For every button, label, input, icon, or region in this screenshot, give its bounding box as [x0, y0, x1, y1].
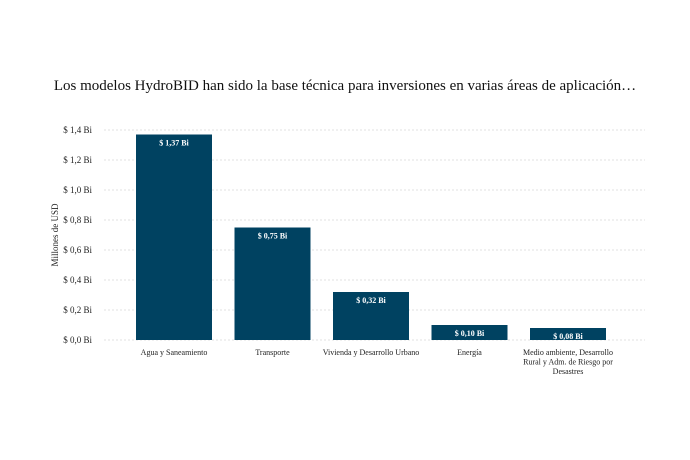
y-tick-label: $ 0,2 Bi [63, 305, 92, 315]
y-tick-label: $ 0,4 Bi [63, 275, 92, 285]
category-label: Agua y Saneamiento [141, 348, 208, 357]
y-tick-label: $ 1,4 Bi [63, 125, 92, 135]
category-label: Transporte [255, 348, 290, 357]
data-label: $ 0,08 Bi [553, 332, 583, 341]
category-label: Medio ambiente, Desarrollo [523, 348, 613, 357]
bars [136, 134, 606, 340]
bar [530, 328, 606, 340]
bar [431, 325, 508, 340]
data-label: $ 0,75 Bi [258, 232, 288, 241]
y-tick-label: $ 0,6 Bi [63, 245, 92, 255]
y-tick-label: $ 1,0 Bi [63, 185, 92, 195]
y-axis-label: Millones de USD [50, 203, 60, 267]
category-labels: Agua y Saneamiento Transporte Vivienda y D… [141, 348, 614, 376]
data-label: $ 1,37 Bi [159, 139, 189, 148]
bar [136, 134, 212, 340]
chart-title: Los modelos HydroBID han sido la base té… [53, 78, 637, 94]
data-labels: $ 1,37 Bi $ 0,75 Bi $ 0,32 Bi $ 0,10 Bi $ 0,… [159, 139, 583, 342]
data-label: $ 0,10 Bi [455, 329, 485, 338]
bar [333, 292, 409, 340]
category-label: Rural y Adm. de Riesgo por [523, 358, 613, 367]
y-tick-label: $ 0,0 Bi [63, 335, 92, 345]
category-label: Energía [457, 348, 482, 357]
y-tick-label: $ 0,8 Bi [63, 215, 92, 225]
bar [234, 227, 311, 340]
category-label: Vivienda y Desarrollo Urbano [323, 348, 420, 357]
y-axis-ticks: $ 0,0 Bi $ 0,2 Bi $ 0,4 Bi $ 0,6 Bi $ 0,8 Bi… [63, 125, 92, 345]
category-label: Desastres [553, 367, 584, 376]
y-tick-label: $ 1,2 Bi [63, 155, 92, 165]
data-label: $ 0,32 Bi [356, 296, 386, 305]
